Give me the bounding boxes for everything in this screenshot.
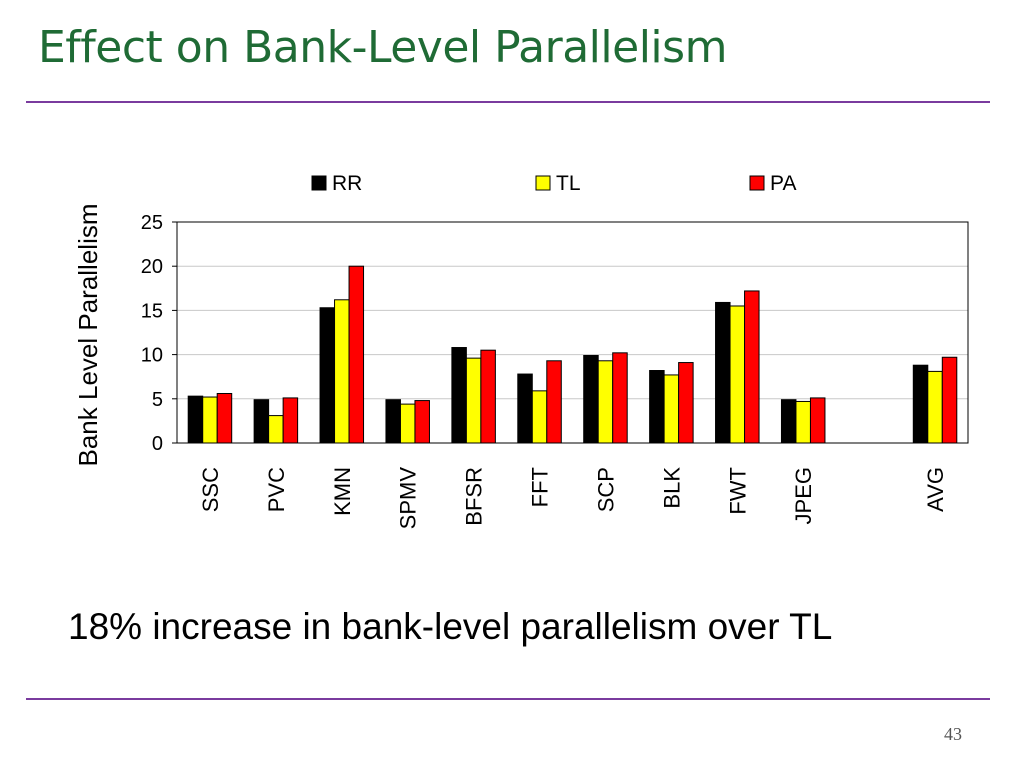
bar-tl-blk [663, 374, 680, 444]
y-axis-label: Bank Level Parallelism [73, 203, 103, 466]
axes: 0 5 10 15 20 25 SSC PVC KMN SPMV BFSR FFT SCP BLK FWT J… [141, 212, 969, 530]
bar-tl-pvc [268, 415, 284, 444]
legend: RR TL PA [311, 172, 796, 195]
bar-rr-kmn [319, 307, 336, 444]
bar-rr-bfsr [451, 347, 467, 444]
x-tick-label-ssc: SSC [198, 467, 223, 512]
bank-level-parallelism-chart: 0 5 10 15 20 25 SSC PVC KMN SPMV BFSR FFT SCP BLK FWT J… [73, 172, 969, 530]
bar-tl-bfsr [465, 357, 482, 444]
legend-label-rr: RR [332, 172, 362, 195]
footer-divider [26, 698, 990, 700]
slide-title: Effect on Bank-Level Parallelism [38, 22, 727, 73]
bar-rr-spmv [385, 399, 401, 444]
bar-rr-fwt [715, 301, 731, 444]
caption: 18% increase in bank-level parallelism o… [68, 606, 833, 647]
bar-tl-kmn [334, 299, 350, 444]
legend-label-pa: PA [770, 172, 796, 195]
y-tick-label: 20 [141, 256, 163, 278]
bar-pa-avg [941, 356, 958, 444]
bar-pa-spmv [414, 400, 430, 444]
bar-rr-fft [517, 373, 533, 444]
x-tick-label-kmn: KMN [330, 467, 355, 516]
bar-pa-jpeg [809, 397, 826, 444]
bar-pa-kmn [348, 265, 365, 444]
y-tick-label: 0 [152, 433, 163, 455]
legend-swatch-pa [749, 175, 765, 191]
bar-tl-spmv [399, 403, 416, 444]
bar-rr-jpeg [780, 399, 797, 444]
page-number: 43 [944, 724, 962, 744]
bar-tl-fft [531, 390, 548, 444]
bar-pa-fft [546, 360, 562, 444]
y-tick-label: 15 [141, 300, 163, 322]
bar-rr-blk [649, 370, 665, 444]
x-tick-label-fwt: FWT [725, 467, 750, 515]
x-tick-label-jpeg: JPEG [791, 467, 816, 524]
x-tick-label-bfsr: BFSR [462, 467, 487, 526]
y-tick-label: 10 [141, 345, 163, 367]
bar-rr-pvc [253, 399, 270, 444]
bar-pa-ssc [216, 392, 233, 444]
bar-pa-blk [678, 362, 694, 444]
bar-pa-scp [612, 352, 628, 444]
bars [187, 265, 958, 444]
bar-rr-avg [912, 364, 929, 444]
x-tick-label-avg: AVG [923, 467, 948, 512]
x-tick-label-blk: BLK [659, 467, 684, 509]
grid-lines [177, 221, 968, 444]
legend-swatch-tl [535, 175, 551, 191]
bar-pa-pvc [282, 397, 299, 444]
legend-label-tl: TL [556, 172, 581, 195]
bar-pa-fwt [744, 290, 760, 444]
bar-pa-bfsr [480, 349, 496, 444]
plot-area [177, 222, 968, 443]
bar-tl-avg [927, 370, 943, 444]
bar-tl-jpeg [795, 400, 811, 444]
x-tick-label-spmv: SPMV [396, 467, 421, 530]
legend-swatch-rr [311, 175, 327, 191]
bar-tl-ssc [202, 396, 218, 444]
y-tick-label: 5 [152, 389, 163, 411]
title-divider [26, 101, 990, 103]
x-tick-label-pvc: PVC [264, 467, 289, 512]
plot-border [176, 221, 969, 444]
x-tick-label-fft: FFT [528, 467, 553, 507]
x-tick-label-scp: SCP [593, 467, 618, 512]
y-tick-label: 25 [141, 212, 163, 234]
bar-tl-fwt [729, 305, 746, 444]
bar-rr-ssc [187, 395, 204, 444]
bar-rr-scp [583, 354, 599, 444]
bar-tl-scp [597, 360, 614, 444]
